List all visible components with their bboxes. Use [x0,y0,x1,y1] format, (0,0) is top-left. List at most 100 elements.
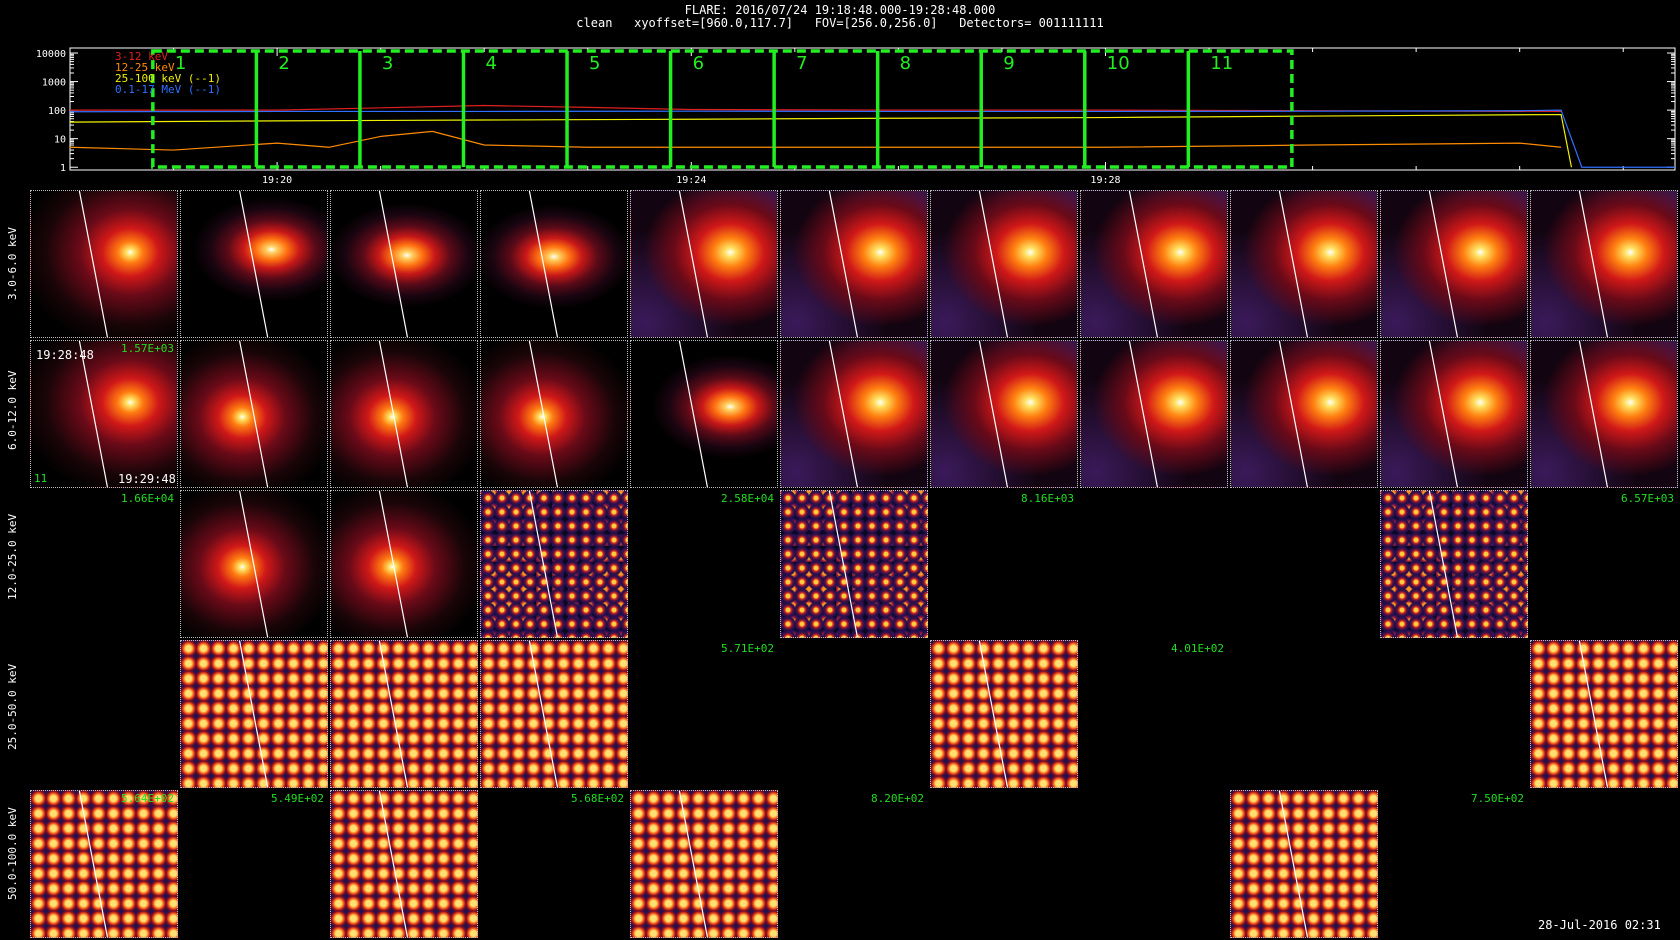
solar-limb [678,341,708,487]
interval-index: 11 [34,472,48,485]
image-cell [780,190,928,338]
lightcurve-chart: 1 10 100 1000 10000 19:20 19:24 19:28 1 2 3 4 5 6 7 8 9 1… [36,47,1676,186]
interval-number: 11 [1210,53,1233,74]
solar-limb [1578,341,1608,487]
image-cell [180,190,328,338]
flux-label: 2.58E+04 [721,492,774,505]
solar-limb [378,341,408,487]
solar-limb [378,641,408,787]
legend-entry: 12-25 keV [115,61,175,74]
interval-frame [151,49,1294,169]
image-cell [180,340,328,488]
legend-entry: 3-12 keV [115,50,168,63]
image-cell [630,790,778,938]
row-label: 25.0-50.0 keV [6,663,19,750]
x-tick-label: 19:24 [676,175,706,186]
image-cell [480,640,628,788]
image-cell [1080,340,1228,488]
solar-limb [1278,791,1308,937]
row-label: 3.0-6.0 keV [6,227,19,300]
image-cell [480,490,628,638]
image-cell [30,340,178,488]
flux-label: 1.57E+03 [121,342,174,355]
interval-start-time: 19:28:48 [36,348,94,362]
image-cell [1080,190,1228,338]
flux-label: 8.20E+02 [871,792,924,805]
x-tick-label: 19:20 [262,175,292,186]
solar-limb [378,791,408,937]
solar-limb [978,341,1008,487]
interval-end-time: 19:29:48 [118,472,176,486]
solar-limb [1128,341,1158,487]
interval-number: 6 [693,53,704,74]
flux-label: 8.16E+03 [1021,492,1074,505]
solar-limb [378,491,408,637]
image-cell [1530,340,1678,488]
flux-label: 5.49E+02 [271,792,324,805]
image-cell [30,190,178,338]
plot-subtitle: clean xyoffset=[960.0,117.7] FOV=[256.0,… [576,16,1104,30]
y-tick-label: 1000 [42,78,66,89]
solar-limb [78,791,108,937]
flux-label: 1.66E+04 [121,492,174,505]
x-tick-label: 19:28 [1090,175,1120,186]
solar-limb [1578,641,1608,787]
image-cell [630,340,778,488]
solar-limb [378,191,408,337]
solar-limb [239,641,269,787]
solar-limb [678,191,708,337]
date-stamp: 28-Jul-2016 02:31 [1538,918,1661,932]
flux-label: 6.57E+03 [1621,492,1674,505]
solar-limb [978,641,1008,787]
image-cell [930,640,1078,788]
series-line-3 [69,109,1675,168]
row-label: 50.0-100.0 keV [6,807,19,900]
image-cell [930,340,1078,488]
series-line-1 [69,130,1562,151]
series-line-0 [70,104,1562,113]
interval-number: 10 [1107,53,1130,74]
solar-limb [239,191,269,337]
image-cell [1230,790,1378,938]
solar-limb [978,191,1008,337]
solar-limb [528,191,558,337]
y-tick-label: 100 [48,106,66,117]
flux-label: 5.68E+02 [571,792,624,805]
flux-label: 7.50E+02 [1471,792,1524,805]
image-cell [1380,190,1528,338]
solar-limb [239,491,269,637]
flux-label: 4.01E+02 [1171,642,1224,655]
solar-limb [528,491,558,637]
image-cell [330,490,478,638]
flux-label: 5.71E+02 [721,642,774,655]
interval-number: 3 [382,53,393,74]
flux-label: 5.64E+02 [121,792,174,805]
solar-limb [78,341,108,487]
interval-number: 1 [175,53,186,74]
interval-number: 2 [278,53,289,74]
image-cell [930,190,1078,338]
image-cell [180,640,328,788]
legend-entry: 0.1-17 MeV (--1) [115,83,221,96]
interval-number: 8 [900,53,911,74]
image-cell [630,190,778,338]
plot-frame [69,47,1676,171]
interval-number: 7 [796,53,807,74]
solar-limb [1278,341,1308,487]
solar-limb [1428,191,1458,337]
solar-limb [828,191,858,337]
image-cell [480,190,628,338]
solar-limb [828,341,858,487]
solar-limb [678,791,708,937]
image-cell [1380,340,1528,488]
image-cell [480,340,628,488]
image-cell [1530,640,1678,788]
interval-number: 4 [485,53,496,74]
image-cell [1230,340,1378,488]
plot-title: FLARE: 2016/07/24 19:18:48.000-19:28:48.… [684,3,996,17]
image-cell [330,190,478,338]
image-cell [1230,190,1378,338]
image-cell [1530,190,1678,338]
solar-limb [1278,191,1308,337]
